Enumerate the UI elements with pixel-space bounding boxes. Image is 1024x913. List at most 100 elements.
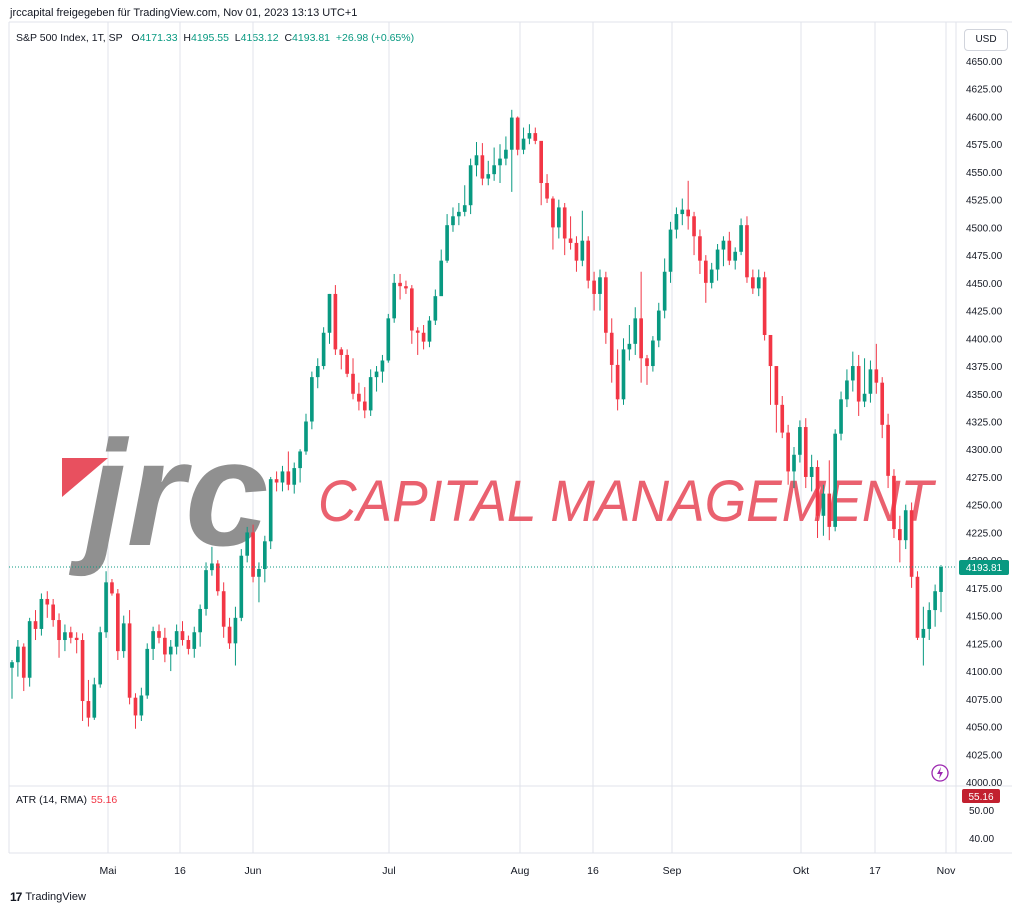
candle-body: [327, 293, 332, 333]
candle-body: [151, 631, 155, 649]
candle-body: [792, 454, 796, 472]
candle-body: [98, 632, 103, 685]
y-tick-label: 4300.00: [966, 445, 1003, 456]
candle-body: [251, 532, 255, 577]
y-tick-label: 4350.00: [966, 390, 1003, 401]
candle-body: [439, 260, 444, 297]
candle-body: [886, 424, 890, 476]
candle-body: [374, 371, 379, 378]
candle-body: [86, 701, 91, 718]
candle-body: [315, 366, 320, 378]
candle-body: [621, 349, 626, 400]
y-tick-label: 4550.00: [966, 168, 1003, 179]
candle-body: [686, 209, 690, 217]
candle-body: [474, 155, 479, 166]
candle-body: [645, 358, 649, 367]
candle-body: [627, 343, 632, 350]
candle-body: [898, 529, 902, 541]
candle-body: [163, 637, 167, 655]
footer: 17 TradingView: [10, 890, 86, 904]
y-tick-label: 4425.00: [966, 307, 1003, 318]
candlestick-series: [10, 109, 943, 729]
candle-body: [539, 140, 543, 184]
candle-body: [80, 640, 85, 702]
candle-body: [321, 332, 326, 367]
candle-body: [16, 646, 20, 663]
candle-body: [568, 238, 573, 243]
x-tick-label: 16: [587, 865, 599, 877]
candle-body: [639, 318, 643, 359]
candle-body: [833, 433, 837, 527]
y-tick-label: 4025.00: [966, 750, 1003, 761]
candle-body: [509, 117, 514, 150]
candle-body: [651, 340, 655, 367]
candle-body: [827, 493, 832, 527]
y-tick-label: 4500.00: [966, 223, 1003, 234]
candle-body: [874, 369, 879, 383]
candle-body: [186, 640, 191, 649]
candle-body: [821, 493, 826, 516]
candle-body: [33, 621, 38, 629]
candle-body: [668, 229, 673, 272]
candle-body: [362, 401, 367, 411]
candle-body: [868, 369, 873, 394]
candle-body: [515, 117, 520, 150]
candle-body: [45, 598, 50, 605]
candle-body: [745, 225, 749, 278]
candle-body: [204, 570, 208, 609]
y-tick-label: 4000.00: [966, 778, 1003, 789]
candle-body: [198, 608, 202, 633]
x-tick-label: Okt: [793, 865, 809, 877]
close-label: C: [284, 32, 293, 44]
candle-body: [798, 427, 802, 455]
candle-body: [768, 334, 773, 367]
x-tick-label: Jul: [382, 865, 395, 877]
candle-body: [104, 582, 108, 633]
y-tick-label: 4075.00: [966, 695, 1003, 706]
x-tick-label: 17: [869, 865, 881, 877]
candle-body: [556, 207, 561, 228]
watermark-caption-text: CAPITAL MANAGEMENT: [318, 469, 936, 534]
candle-body: [68, 632, 73, 638]
candle-body: [604, 277, 608, 333]
candle-body: [662, 271, 667, 311]
price-axis: 4650.00 4625.00 4600.00 4575.00 4550.00 4525.…: [9, 57, 1009, 845]
candle-body: [615, 364, 620, 400]
symbol-name[interactable]: S&P 500 Index, 1T, SP: [16, 32, 123, 44]
watermark-triangle-icon: [62, 458, 108, 497]
candle-body: [398, 282, 402, 287]
share-header: jrccapital freigegeben für TradingView.c…: [10, 7, 358, 19]
atr-label: ATR (14, RMA): [16, 794, 87, 806]
candle-body: [656, 310, 661, 341]
y-tick-label: 4225.00: [966, 528, 1003, 539]
candle-body: [310, 377, 314, 422]
watermark-jrc-text: jrc: [68, 409, 268, 577]
candle-body: [786, 432, 790, 472]
candle-body: [880, 382, 885, 425]
candle-body: [445, 225, 449, 261]
currency-button[interactable]: USD: [964, 29, 1008, 51]
candle-body: [609, 332, 614, 365]
candle-body: [51, 604, 55, 621]
y-tick-label: 4050.00: [966, 723, 1003, 734]
last-price-text: 4193.81: [966, 563, 1003, 574]
candle-body: [586, 240, 591, 281]
candle-body: [927, 610, 932, 629]
candle-body: [127, 623, 132, 698]
candle-body: [351, 373, 355, 394]
watermark-logo: jrc CAPITAL MANAGEMENT: [62, 409, 936, 577]
candle-body: [709, 269, 714, 283]
candle-body: [527, 133, 532, 139]
candle-body: [498, 158, 502, 166]
y-tick-label: 4100.00: [966, 667, 1003, 678]
candle-body: [574, 242, 579, 261]
candle-body: [427, 320, 432, 342]
candle-body: [39, 598, 44, 629]
y-tick-label: 4375.00: [966, 362, 1003, 373]
atr-legend[interactable]: ATR (14, RMA) 55.16: [16, 794, 117, 806]
y-tick-label: 4400.00: [966, 334, 1003, 345]
last-price-badge: [959, 560, 1009, 576]
candle-body: [774, 366, 779, 405]
candle-body: [680, 209, 685, 215]
